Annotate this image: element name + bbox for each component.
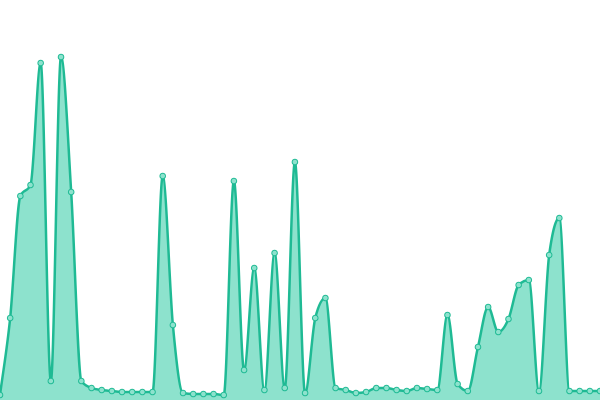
point (78, 377, 85, 385)
point (383, 384, 390, 392)
point (0, 391, 4, 399)
point (566, 387, 573, 395)
point (576, 387, 583, 395)
point (556, 214, 563, 222)
point (200, 390, 207, 398)
point (515, 281, 522, 289)
point (37, 59, 44, 67)
point (271, 249, 278, 257)
point (210, 390, 217, 398)
point (423, 385, 431, 393)
point (444, 311, 451, 319)
area-line (0, 55, 600, 397)
point (6, 314, 14, 322)
point (464, 387, 472, 395)
point (352, 389, 360, 397)
point (261, 386, 268, 394)
point (149, 388, 156, 396)
point (433, 386, 441, 394)
point (403, 387, 411, 395)
point (169, 321, 177, 329)
point (495, 328, 502, 336)
point (525, 276, 533, 284)
point (393, 386, 400, 394)
point (281, 384, 289, 392)
point (372, 384, 380, 392)
point (47, 377, 55, 385)
point (484, 303, 492, 311)
point (57, 53, 65, 61)
point (322, 294, 329, 302)
point (596, 387, 600, 395)
point (128, 388, 136, 396)
point (413, 384, 421, 392)
point (230, 177, 238, 185)
point (545, 251, 553, 259)
point (220, 391, 228, 399)
point (362, 388, 370, 396)
point (17, 192, 24, 200)
point (139, 388, 146, 396)
point (98, 386, 105, 394)
point (179, 389, 187, 397)
point (118, 388, 126, 396)
point (342, 386, 350, 394)
point (108, 387, 116, 395)
point (240, 366, 248, 374)
point (27, 181, 34, 189)
point (159, 172, 167, 180)
point (301, 389, 309, 397)
point (454, 380, 461, 388)
point (474, 343, 482, 351)
area-fill (0, 57, 600, 400)
point (535, 387, 543, 395)
point (189, 390, 197, 398)
point (67, 188, 75, 196)
point (88, 384, 95, 392)
point (250, 264, 258, 272)
point (311, 314, 319, 322)
point (291, 158, 299, 166)
point (586, 387, 594, 395)
point (505, 315, 512, 323)
point (332, 384, 339, 392)
